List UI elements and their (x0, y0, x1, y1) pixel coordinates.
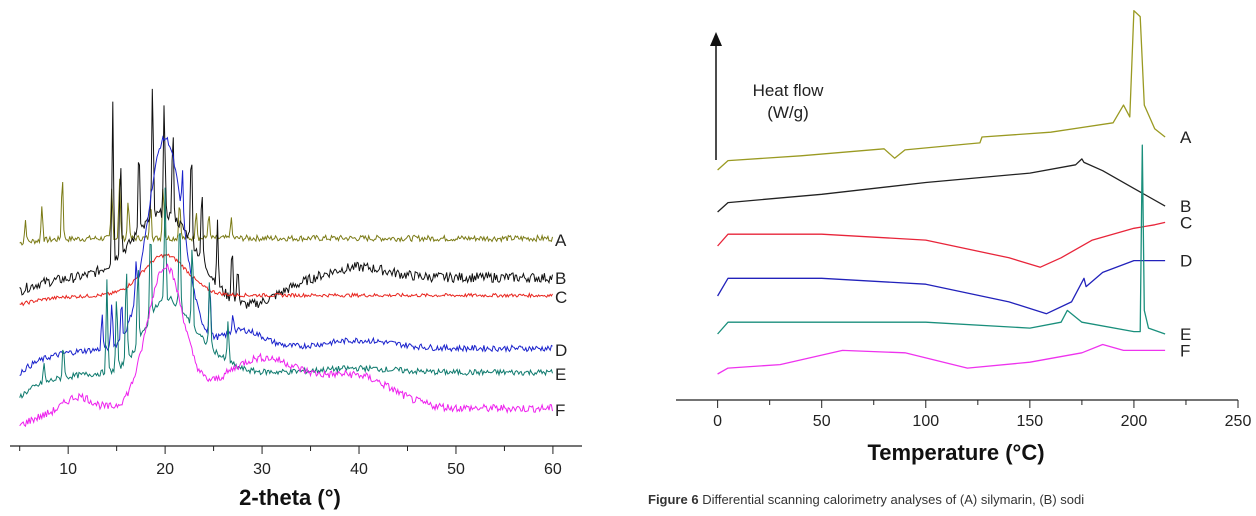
xrd-x-tick-label: 60 (544, 461, 562, 478)
dsc-series-c-line (717, 221, 1166, 268)
dsc-chart: 0 50 100 150 200 250 Temperature (°C) Heat flow… (676, 10, 1252, 465)
dsc-series-b-line (717, 158, 1166, 213)
xrd-series-e-line (19, 187, 553, 399)
dsc-series-b-label: B (1180, 197, 1191, 216)
xrd-series-e-label: E (555, 365, 566, 384)
dsc-series-d-line (717, 259, 1166, 315)
xrd-series-b-label: B (555, 269, 566, 288)
dsc-x-tick-label: 100 (912, 413, 939, 430)
caption-text: Differential scanning calorimetry analys… (698, 492, 1085, 507)
heat-flow-annotation: Heat flow (W/g) (753, 81, 825, 122)
dsc-x-tick-label: 200 (1121, 413, 1148, 430)
dsc-series-d-label: D (1180, 252, 1192, 271)
xrd-series-c-label: C (555, 288, 567, 307)
xrd-x-axis-title: 2-theta (°) (239, 485, 341, 510)
xrd-x-tick-label: 10 (59, 461, 77, 478)
dsc-series-a-label: A (1180, 128, 1192, 147)
dsc-series-f-label: F (1180, 341, 1190, 360)
xrd-series-a-line (19, 178, 553, 246)
xrd-x-tick-label: 50 (447, 461, 465, 478)
dsc-series-e-label: E (1180, 325, 1191, 344)
heat-flow-arrow-head (710, 32, 722, 46)
figure-caption: Figure 6 Differential scanning calorimet… (648, 492, 1256, 507)
xrd-series-d-label: D (555, 341, 567, 360)
dsc-x-tick-label: 50 (813, 413, 831, 430)
xrd-series-b-line (19, 88, 553, 309)
dsc-series-c-label: C (1180, 213, 1192, 232)
xrd-series-d-line (19, 135, 553, 377)
xrd-series-c-line (19, 253, 553, 307)
dsc-series-e-line (717, 144, 1166, 335)
xrd-series-f-label: F (555, 401, 565, 420)
caption-figure-number: Figure 6 (648, 492, 699, 507)
dsc-x-tick-label: 0 (713, 413, 722, 430)
dsc-x-tick-label: 150 (1017, 413, 1044, 430)
heat-flow-annotation-line: (W/g) (767, 103, 809, 122)
dsc-x-tick-label: 250 (1225, 413, 1252, 430)
dsc-x-axis-title: Temperature (°C) (867, 440, 1044, 465)
xrd-chart: 10 20 30 40 50 60 2-theta (°) ABC DEF (10, 88, 582, 510)
xrd-series-f-line (19, 263, 553, 428)
xrd-x-tick-label: 30 (253, 461, 271, 478)
xrd-x-tick-label: 20 (156, 461, 174, 478)
dsc-series-a-line (717, 10, 1166, 171)
xrd-series-a-label: A (555, 231, 567, 250)
heat-flow-annotation-line: Heat flow (753, 81, 825, 100)
dsc-series-f-line (717, 343, 1166, 375)
xrd-x-tick-label: 40 (350, 461, 368, 478)
